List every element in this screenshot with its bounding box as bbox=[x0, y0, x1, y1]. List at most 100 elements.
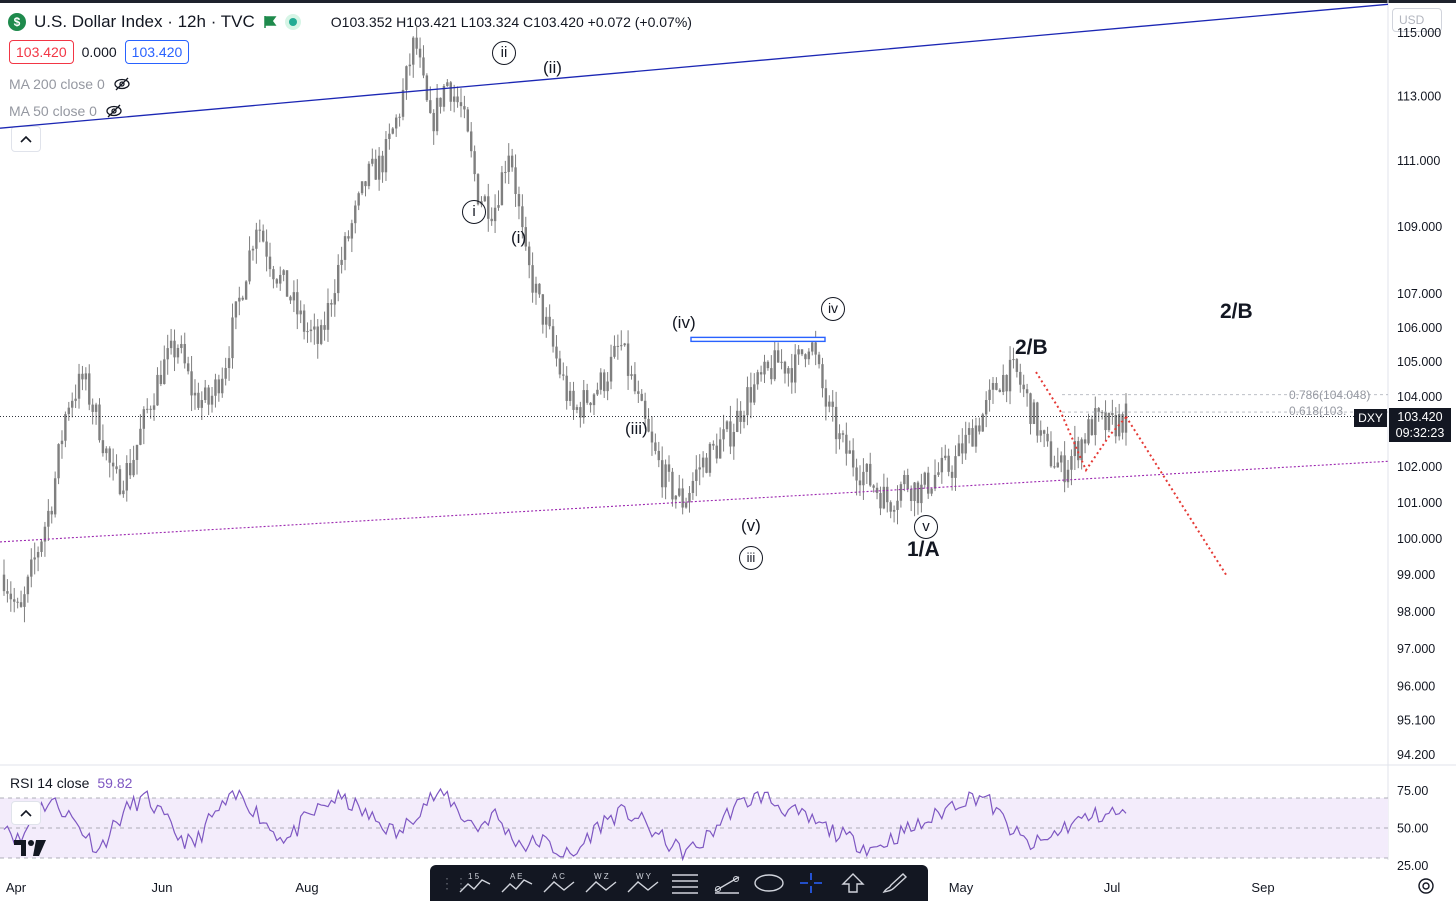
candle-body bbox=[1053, 466, 1056, 468]
candle-body bbox=[695, 469, 698, 481]
trend-line-icon[interactable] bbox=[706, 865, 748, 901]
eye-hidden-icon[interactable] bbox=[113, 75, 131, 93]
ellipse-icon[interactable] bbox=[748, 865, 790, 901]
candle-body bbox=[238, 297, 241, 302]
candle-body bbox=[681, 488, 684, 508]
flag-icon[interactable] bbox=[263, 15, 277, 29]
price-tick-label: 101.000 bbox=[1397, 496, 1442, 510]
candle-body bbox=[678, 488, 681, 496]
candle-body bbox=[463, 106, 466, 110]
indicator-ma200[interactable]: MA 200 close 0 bbox=[9, 75, 131, 93]
candle-body bbox=[1015, 359, 1019, 372]
candle-body bbox=[429, 100, 432, 113]
elliott-triangle-icon[interactable]: A C bbox=[538, 865, 580, 901]
candle-body bbox=[415, 37, 418, 49]
candle-body bbox=[1100, 412, 1104, 414]
candle-body bbox=[841, 433, 845, 435]
candle-body bbox=[981, 414, 984, 432]
candle-body bbox=[643, 400, 647, 419]
candle-body bbox=[712, 443, 715, 446]
candle-body bbox=[1070, 456, 1073, 470]
candle-body bbox=[391, 128, 394, 134]
wave-label-v: v bbox=[914, 515, 938, 539]
candle-body bbox=[163, 359, 166, 385]
candle-body bbox=[33, 557, 36, 560]
chart-settings-icon[interactable] bbox=[1417, 877, 1435, 895]
candle-body bbox=[623, 343, 626, 346]
candle-body bbox=[691, 480, 695, 493]
indicator-label: MA 50 close 0 bbox=[9, 103, 97, 119]
candle-body bbox=[585, 390, 589, 403]
fib-retracement-icon[interactable] bbox=[664, 865, 706, 901]
elliott-impulse-icon[interactable]: 1 5 bbox=[454, 865, 496, 901]
sell-price-button[interactable]: 103.420 bbox=[9, 40, 74, 64]
symbol-title[interactable]: U.S. Dollar Index · 12h · TVC bbox=[34, 12, 255, 31]
indicator-ma50[interactable]: MA 50 close 0 bbox=[9, 102, 123, 120]
candle-body bbox=[817, 354, 821, 365]
candle-body bbox=[1073, 441, 1077, 457]
eye-hidden-icon[interactable] bbox=[105, 102, 123, 120]
candle-body bbox=[995, 382, 998, 390]
candle-body bbox=[967, 428, 971, 435]
drag-grip-icon[interactable]: ⋮⋮ bbox=[440, 874, 468, 891]
candle-body bbox=[886, 486, 889, 503]
candle-body bbox=[626, 343, 630, 376]
candle-body bbox=[9, 593, 13, 600]
candle-body bbox=[527, 246, 531, 266]
rsi-tick-label: 75.00 bbox=[1397, 784, 1428, 798]
rsi-tick-label: 25.00 bbox=[1397, 859, 1428, 873]
candle-body bbox=[439, 97, 442, 107]
candle-body bbox=[869, 463, 872, 486]
candle-body bbox=[923, 472, 926, 485]
candle-body bbox=[449, 82, 452, 102]
candle-body bbox=[207, 387, 210, 405]
candle-body bbox=[279, 274, 282, 284]
candle-body bbox=[234, 301, 238, 318]
candle-body bbox=[766, 361, 770, 369]
candle-body bbox=[405, 66, 408, 90]
brush-icon[interactable] bbox=[874, 865, 916, 901]
rsi-collapse-button[interactable] bbox=[11, 801, 41, 825]
candle-body bbox=[671, 471, 674, 500]
candle-body bbox=[763, 361, 766, 375]
buy-price-button[interactable]: 103.420 bbox=[124, 40, 190, 64]
candle-body bbox=[858, 480, 862, 486]
candle-body bbox=[418, 48, 422, 58]
candle-body bbox=[933, 474, 937, 489]
candle-body bbox=[684, 502, 688, 508]
candle-body bbox=[60, 440, 64, 445]
candle-body bbox=[43, 526, 47, 542]
arrow-up-icon[interactable] bbox=[832, 865, 874, 901]
candle-body bbox=[149, 408, 152, 410]
crosshair-icon[interactable] bbox=[790, 865, 832, 901]
candle-body bbox=[660, 460, 664, 488]
rsi-legend[interactable]: RSI 14 close 59.82 bbox=[10, 775, 132, 791]
elliott-triple-combo-icon[interactable]: W Y bbox=[622, 865, 664, 901]
candle-body bbox=[1022, 384, 1025, 390]
candle-body bbox=[1097, 408, 1100, 413]
candle-body bbox=[490, 218, 493, 222]
candle-body bbox=[374, 158, 377, 180]
candle-body bbox=[851, 450, 855, 468]
wave-label-iii: iii bbox=[739, 546, 763, 570]
elliott-correction-icon[interactable]: A E bbox=[496, 865, 538, 901]
candle-body bbox=[613, 345, 616, 357]
candle-body bbox=[197, 392, 200, 408]
candle-body bbox=[950, 471, 954, 478]
candle-body bbox=[688, 492, 691, 503]
market-open-dot-icon bbox=[284, 14, 301, 30]
candle-body bbox=[272, 269, 275, 280]
currency-button[interactable]: USD bbox=[1392, 8, 1442, 32]
elliott-double-combo-icon[interactable]: W Z bbox=[580, 865, 622, 901]
candle-body bbox=[1025, 389, 1029, 394]
chevron-up-icon bbox=[20, 135, 32, 143]
candle-body bbox=[541, 294, 545, 325]
collapse-legend-button[interactable] bbox=[11, 126, 41, 152]
candle-body bbox=[1063, 455, 1066, 483]
candle-body bbox=[957, 443, 961, 457]
candle-body bbox=[470, 131, 473, 152]
candle-body bbox=[947, 455, 950, 472]
candle-body bbox=[36, 551, 40, 558]
candle-body bbox=[582, 390, 585, 418]
